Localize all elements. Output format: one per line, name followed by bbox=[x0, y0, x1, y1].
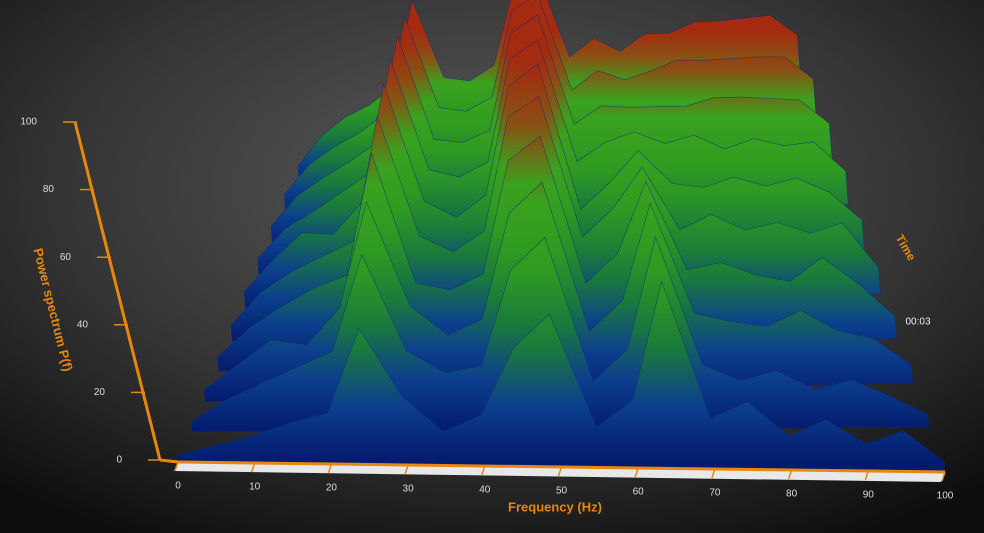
y-tick-label: 0 bbox=[116, 455, 122, 466]
spectrum-slice bbox=[177, 280, 946, 473]
surface bbox=[177, 0, 946, 473]
x-tick bbox=[787, 469, 793, 480]
y-tick-label: 20 bbox=[94, 387, 106, 398]
x-tick-label: 50 bbox=[556, 486, 568, 497]
x-tick bbox=[250, 462, 256, 473]
x-tick-label: 20 bbox=[326, 483, 338, 494]
x-tick-label: 100 bbox=[937, 491, 954, 502]
x-tick bbox=[864, 470, 870, 481]
x-tick-label: 70 bbox=[709, 488, 721, 499]
z-tick-label: 00:03 bbox=[905, 317, 930, 328]
y-tick-label: 40 bbox=[77, 319, 89, 330]
x-tick bbox=[634, 467, 639, 478]
x-tick bbox=[711, 468, 716, 479]
x-tick bbox=[941, 471, 946, 482]
x-tick-label: 60 bbox=[633, 487, 645, 498]
x-tick-label: 0 bbox=[175, 481, 181, 492]
y-axis-line bbox=[73, 121, 162, 461]
x-tick-label: 90 bbox=[863, 490, 875, 501]
x-tick-label: 30 bbox=[403, 484, 415, 495]
y-tick-label: 60 bbox=[60, 252, 72, 263]
x-tick bbox=[481, 465, 486, 476]
x-tick bbox=[557, 466, 563, 477]
x-axis-title: Frequency (Hz) bbox=[508, 499, 602, 514]
x-tick bbox=[174, 461, 179, 472]
x-tick-label: 10 bbox=[249, 482, 261, 493]
x-tick bbox=[404, 464, 409, 475]
x-tick bbox=[327, 463, 333, 474]
y-tick-label: 80 bbox=[43, 184, 55, 195]
y-tick-label: 100 bbox=[20, 117, 37, 128]
y-axis-base bbox=[159, 458, 179, 464]
x-tick-label: 80 bbox=[786, 489, 798, 500]
x-tick-label: 40 bbox=[479, 485, 491, 496]
